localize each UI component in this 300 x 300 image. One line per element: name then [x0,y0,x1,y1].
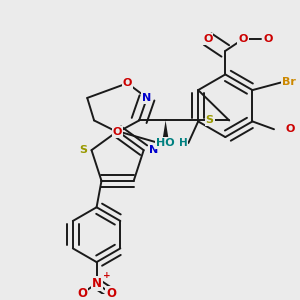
Text: O: O [106,287,116,300]
Text: S: S [206,116,214,125]
Text: N: N [161,140,170,150]
Text: N: N [92,277,102,290]
Text: O: O [123,78,132,88]
Text: O: O [203,34,212,44]
Text: H: H [179,138,188,148]
Text: O: O [264,34,273,44]
Text: HO: HO [156,138,175,148]
Text: N: N [142,93,152,103]
Text: N: N [149,145,158,155]
Text: O: O [77,287,87,300]
Text: O: O [113,127,122,137]
Text: O: O [238,34,248,44]
Text: S: S [80,145,88,155]
Polygon shape [162,120,170,145]
Text: O: O [286,124,295,134]
Text: Br: Br [282,77,296,87]
Text: +: + [103,271,110,280]
